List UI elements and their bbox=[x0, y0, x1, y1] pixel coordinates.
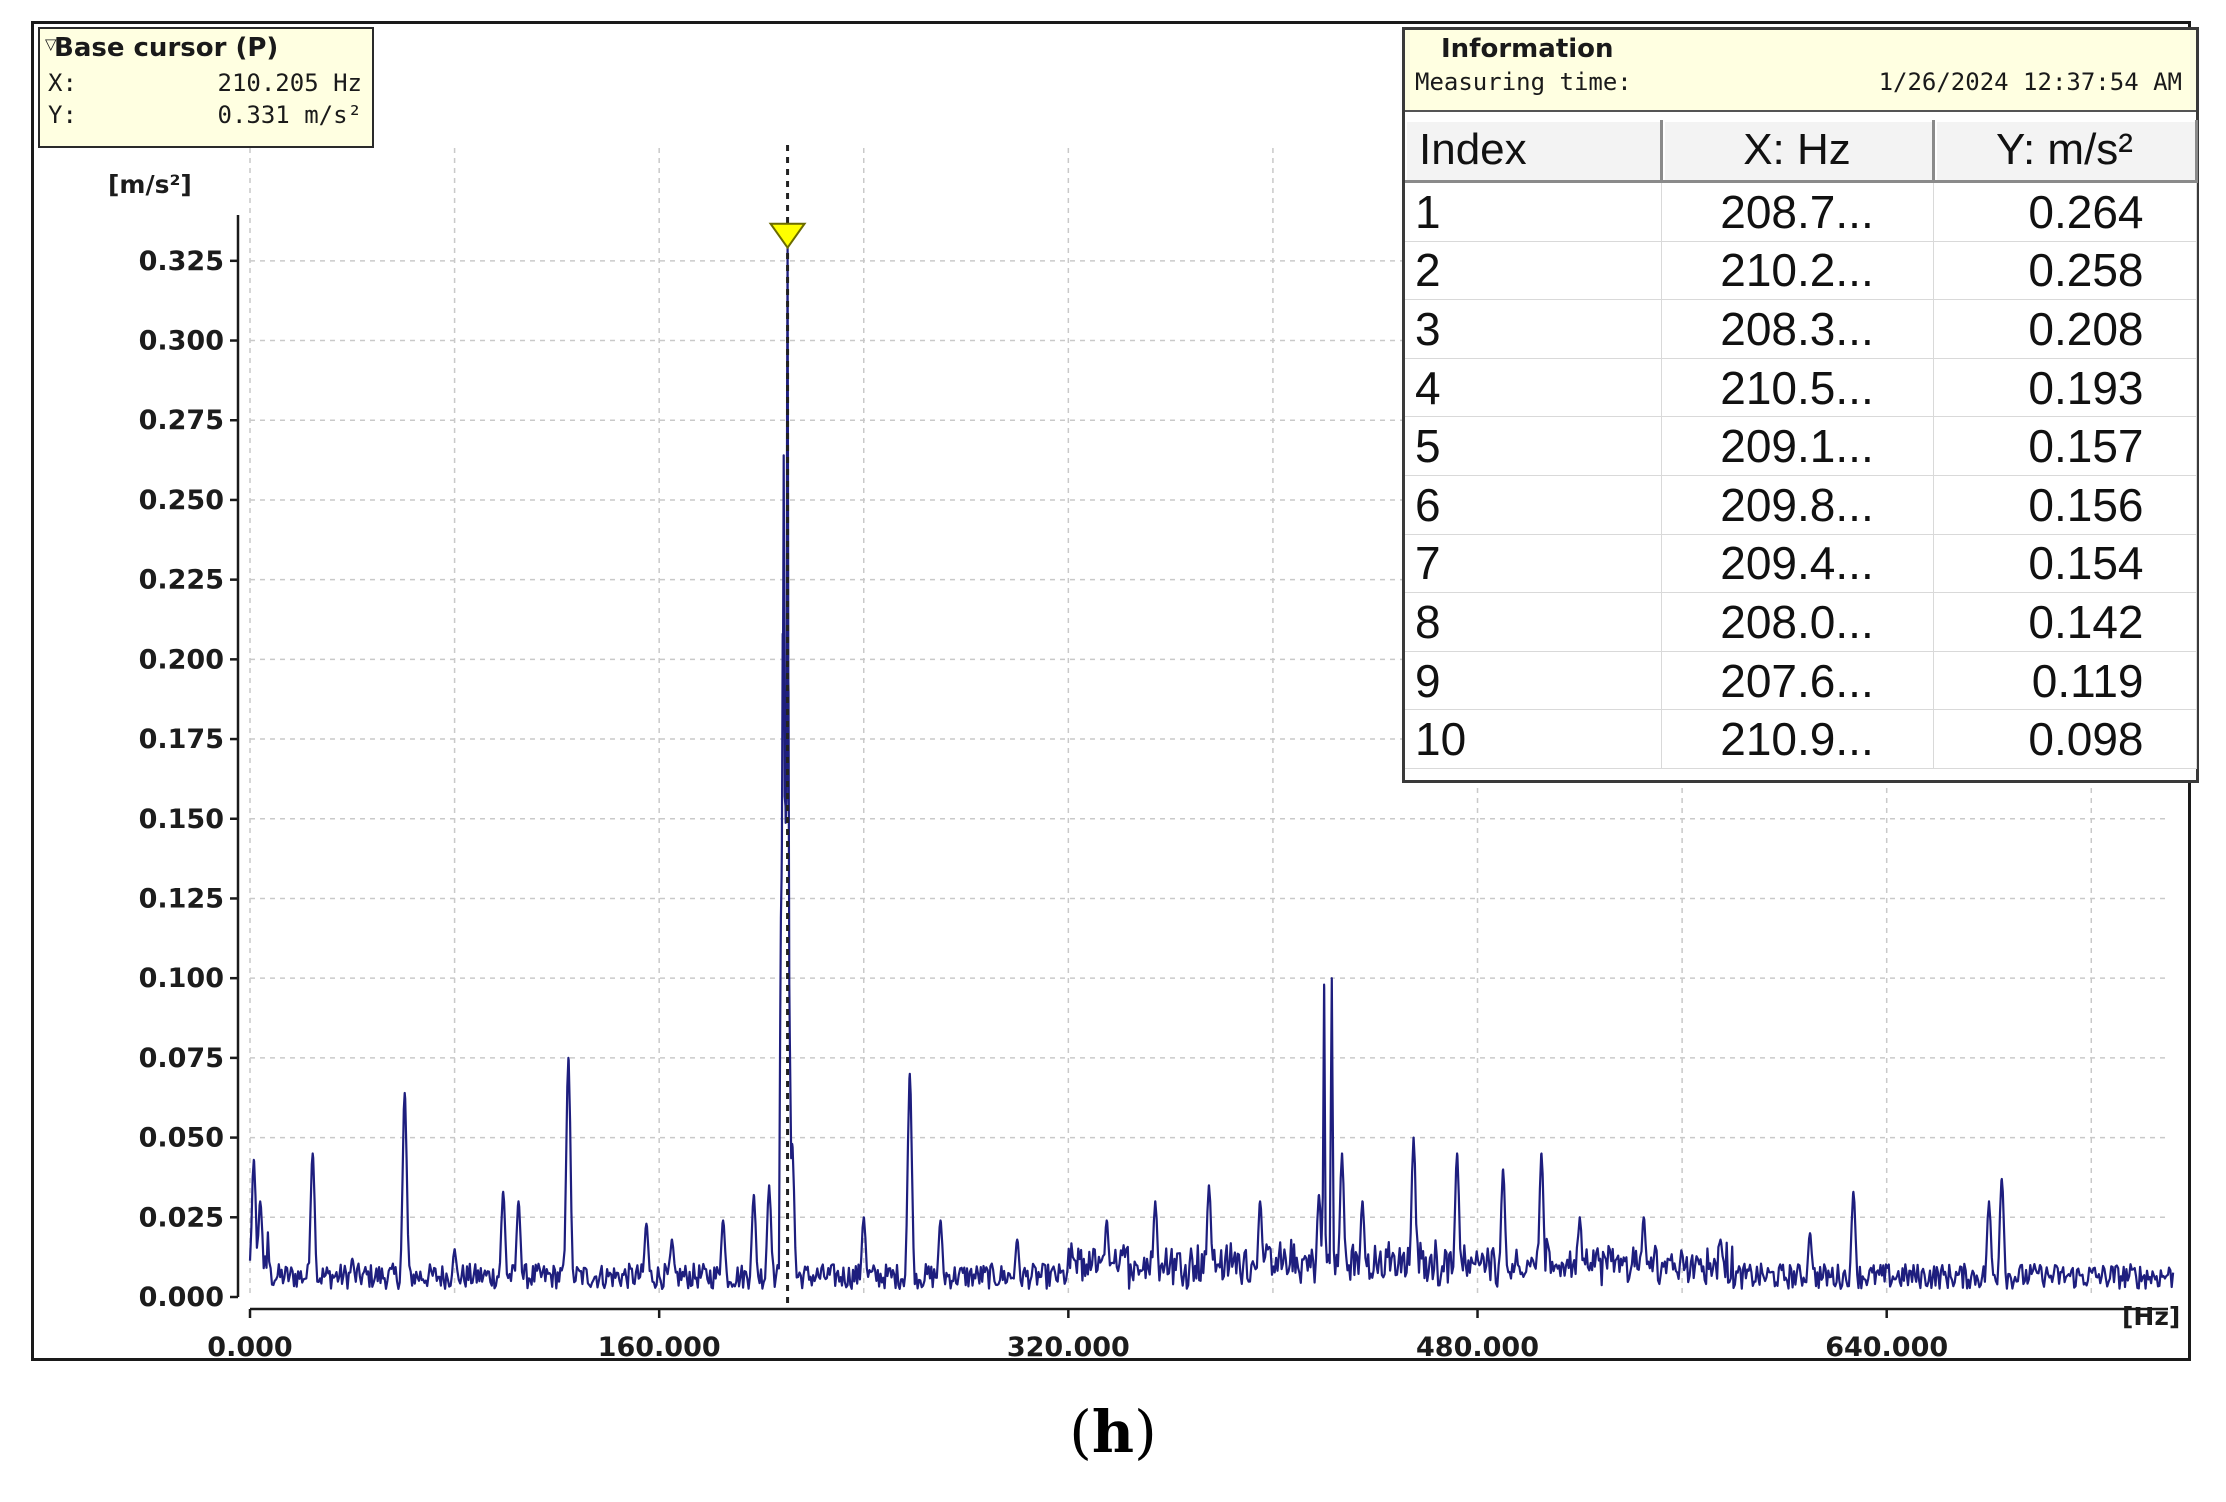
base-cursor-readout[interactable]: ▽ Base cursor (P) X: 210.205 Hz Y: 0.331… bbox=[38, 27, 374, 148]
cursor-y-label: Y: bbox=[48, 101, 77, 129]
y-tick-label: 0.300 bbox=[139, 326, 224, 357]
x-tick-label: 0.000 bbox=[207, 1332, 292, 1363]
x-tick-label: 160.000 bbox=[598, 1332, 721, 1363]
y-tick-label: 0.325 bbox=[139, 246, 224, 277]
x-tick-label: 480.000 bbox=[1416, 1332, 1539, 1363]
figure-caption: (h) bbox=[0, 1398, 2226, 1466]
x-axis: 0.000 160.000 320.000 480.000 640.000 bbox=[207, 1307, 2168, 1363]
table-row[interactable]: 1 208.7... 0.264 bbox=[1405, 181, 2197, 242]
column-header-index[interactable]: Index bbox=[1405, 120, 1663, 183]
row-y-cell: 0.208 bbox=[1933, 299, 2197, 359]
caption-close-paren: ) bbox=[1134, 1398, 1157, 1466]
y-tick-label: 0.125 bbox=[139, 883, 224, 914]
row-y-cell: 0.193 bbox=[1933, 358, 2197, 418]
row-index-cell: 3 bbox=[1405, 299, 1662, 359]
row-index-cell: 5 bbox=[1405, 416, 1662, 476]
y-tick-label: 0.275 bbox=[139, 405, 224, 436]
caption-letter: h bbox=[1091, 1398, 1135, 1466]
y-tick-label: 0.025 bbox=[139, 1202, 224, 1233]
x-tick-label: 640.000 bbox=[1825, 1332, 1948, 1363]
row-y-cell: 0.258 bbox=[1933, 241, 2197, 301]
y-axis: 0.000 0.025 0.050 0.075 0.100 0.125 0.150 0.175… bbox=[139, 215, 240, 1313]
peak-table-header-row: Index X: Hz Y: m/s² bbox=[1405, 120, 2198, 183]
table-row[interactable]: 8 208.0... 0.142 bbox=[1405, 592, 2197, 652]
table-row[interactable]: 5 209.1... 0.157 bbox=[1405, 416, 2197, 476]
cursor-y-value: 0.331 m/s² bbox=[217, 101, 363, 129]
row-x-cell: 209.1... bbox=[1661, 416, 1934, 476]
y-axis-label: [m/s²] bbox=[108, 170, 192, 199]
x-axis-label: [Hz] bbox=[2122, 1302, 2180, 1331]
row-index-cell: 10 bbox=[1405, 709, 1662, 769]
cursor-marker-icon[interactable] bbox=[768, 222, 807, 250]
row-x-cell: 207.6... bbox=[1661, 651, 1934, 711]
row-y-cell: 0.119 bbox=[1933, 651, 2197, 711]
table-row[interactable]: 7 209.4... 0.154 bbox=[1405, 534, 2197, 594]
peak-markers bbox=[253, 241, 2169, 1275]
y-tick-label: 0.250 bbox=[139, 485, 224, 516]
row-x-cell: 210.9... bbox=[1661, 709, 1934, 769]
information-title: Information bbox=[1441, 34, 1614, 64]
cursor-x-row: X: 210.205 Hz bbox=[48, 69, 366, 101]
table-row[interactable]: 3 208.3... 0.208 bbox=[1405, 299, 2197, 359]
cursor-triangle-icon: ▽ bbox=[45, 35, 57, 53]
row-index-cell: 6 bbox=[1405, 475, 1662, 535]
row-x-cell: 210.2... bbox=[1661, 241, 1934, 301]
table-row[interactable]: 10 210.9... 0.098 bbox=[1405, 709, 2197, 769]
measuring-time-label: Measuring time: bbox=[1415, 68, 1632, 96]
cursor-y-row: Y: 0.331 m/s² bbox=[48, 101, 366, 133]
column-header-x[interactable]: X: Hz bbox=[1661, 120, 1935, 183]
y-tick-label: 0.225 bbox=[139, 565, 224, 596]
y-tick-label: 0.100 bbox=[139, 963, 224, 994]
y-tick-label: 0.050 bbox=[139, 1123, 224, 1154]
spectrum-trace bbox=[248, 240, 2175, 1290]
y-tick-label: 0.150 bbox=[139, 804, 224, 835]
measuring-time-value: 1/26/2024 12:37:54 AM bbox=[1878, 68, 2182, 96]
row-index-cell: 9 bbox=[1405, 651, 1662, 711]
x-tick-label: 320.000 bbox=[1007, 1332, 1130, 1363]
row-y-cell: 0.142 bbox=[1933, 592, 2197, 652]
base-cursor[interactable] bbox=[768, 145, 807, 1309]
table-row[interactable]: 2 210.2... 0.258 bbox=[1405, 241, 2197, 301]
row-index-cell: 8 bbox=[1405, 592, 1662, 652]
information-header: Information Measuring time: 1/26/2024 12… bbox=[1405, 30, 2196, 112]
row-y-cell: 0.157 bbox=[1933, 416, 2197, 476]
row-y-cell: 0.098 bbox=[1933, 709, 2197, 769]
row-x-cell: 208.7... bbox=[1661, 181, 1934, 242]
cursor-x-label: X: bbox=[48, 69, 77, 97]
y-tick-label: 0.000 bbox=[139, 1282, 224, 1313]
column-header-y[interactable]: Y: m/s² bbox=[1933, 120, 2198, 183]
y-tick-label: 0.175 bbox=[139, 724, 224, 755]
row-y-cell: 0.156 bbox=[1933, 475, 2197, 535]
row-x-cell: 209.8... bbox=[1661, 475, 1934, 535]
information-panel[interactable]: Information Measuring time: 1/26/2024 12… bbox=[1402, 27, 2199, 783]
row-x-cell: 210.5... bbox=[1661, 358, 1934, 418]
peak-table[interactable]: Index X: Hz Y: m/s² 1 208.7... 0.264 2 210.2… bbox=[1405, 120, 2198, 769]
row-x-cell: 208.3... bbox=[1661, 299, 1934, 359]
row-index-cell: 2 bbox=[1405, 241, 1662, 301]
y-tick-label: 0.200 bbox=[139, 644, 224, 675]
table-row[interactable]: 9 207.6... 0.119 bbox=[1405, 651, 2197, 711]
row-y-cell: 0.154 bbox=[1933, 534, 2197, 594]
row-y-cell: 0.264 bbox=[1933, 181, 2197, 242]
row-x-cell: 208.0... bbox=[1661, 592, 1934, 652]
row-x-cell: 209.4... bbox=[1661, 534, 1934, 594]
row-index-cell: 7 bbox=[1405, 534, 1662, 594]
row-index-cell: 4 bbox=[1405, 358, 1662, 418]
row-index-cell: 1 bbox=[1405, 181, 1662, 242]
table-row[interactable]: 4 210.5... 0.193 bbox=[1405, 358, 2197, 418]
cursor-title: Base cursor (P) bbox=[54, 33, 279, 63]
y-tick-label: 0.075 bbox=[139, 1043, 224, 1074]
table-row[interactable]: 6 209.8... 0.156 bbox=[1405, 475, 2197, 535]
caption-open-paren: ( bbox=[1069, 1398, 1092, 1466]
cursor-x-value: 210.205 Hz bbox=[217, 69, 363, 97]
